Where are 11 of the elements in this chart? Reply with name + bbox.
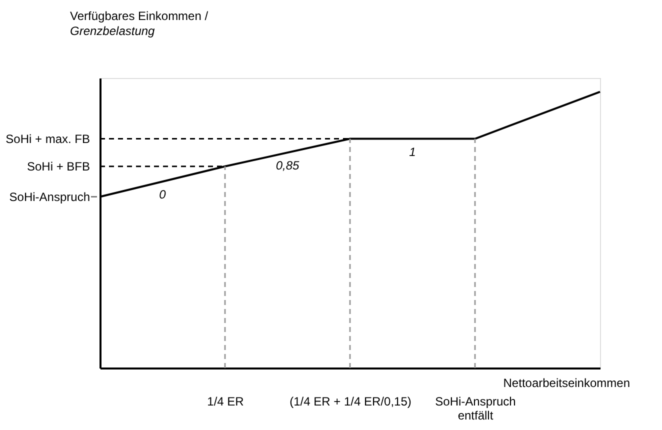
x-tick-label: SoHi-Anspruch entfällt — [435, 394, 516, 422]
x-tick-label: (1/4 ER + 1/4 ER/0,15) — [290, 394, 412, 408]
annotation: 0,85 — [276, 158, 300, 173]
ref-line-label: SoHi-Anspruch — [9, 190, 90, 204]
annotation: 0 — [159, 188, 166, 202]
y-axis-title: Verfügbares Einkommen / Grenzbelastung — [70, 9, 209, 38]
annotation: 1 — [409, 144, 416, 159]
ref-line-label: SoHi + BFB — [26, 159, 90, 174]
x-tick-label: 1/4 ER — [207, 394, 244, 408]
x-axis-title: Nettoarbeitseinkommen — [503, 376, 630, 390]
ref-line-label: SoHi + max. FB — [6, 132, 90, 146]
